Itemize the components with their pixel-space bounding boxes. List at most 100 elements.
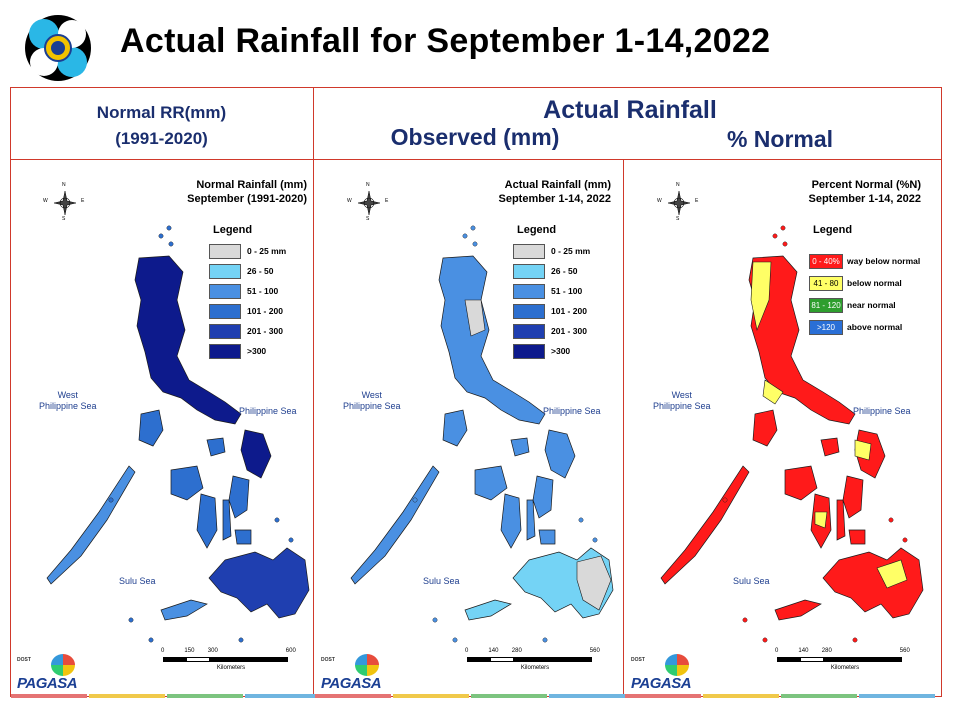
pagasa-label: PAGASA: [631, 675, 692, 692]
scale-tick: 560: [589, 648, 600, 654]
below-normal-region: [854, 439, 872, 461]
normal-header: Normal RR(mm) (1991-2020): [10, 100, 313, 152]
philippines-map: [350, 225, 614, 643]
islet: [108, 497, 114, 503]
scale-bar: 0 150 300 600 Kilometers: [161, 648, 301, 678]
dry-region: [464, 299, 486, 337]
scale-segment: [163, 657, 186, 662]
compass-w: W: [657, 198, 662, 204]
islet: [902, 537, 908, 543]
legend-label: 0 - 25 mm: [551, 246, 591, 256]
legend-swatch: 41 - 80: [809, 276, 843, 291]
legend-title: Legend: [813, 224, 853, 236]
pagasa-logo: [25, 15, 91, 81]
island-palawan: [46, 465, 136, 585]
island-palawan: [350, 465, 440, 585]
map-title-line2: September 1-14, 2022: [808, 193, 921, 205]
island-mindanao: [822, 547, 924, 619]
color-stripe: [245, 694, 321, 698]
normal-header-line1: Normal RR(mm): [96, 103, 227, 122]
islet: [742, 617, 748, 623]
frame-divider: [623, 159, 624, 697]
legend-title: Legend: [213, 224, 253, 236]
islet: [888, 517, 894, 523]
scale-tick: 600: [285, 648, 296, 654]
scale-bar: 0 140 280 560 Kilometers: [775, 648, 915, 678]
legend-label: 101 - 200: [247, 306, 283, 316]
frame-divider: [313, 87, 314, 697]
compass-rose-icon: N S W E: [347, 182, 391, 224]
scale-tick: 0: [465, 648, 469, 654]
scale-segment: [490, 657, 514, 662]
actual-rainfall-panel: N S W E Actual Rainfall (mm) September 1-14, …: [315, 168, 619, 696]
legend-label: below normal: [847, 278, 902, 288]
island-sulu: [774, 599, 822, 621]
legend-swatch: [513, 324, 545, 339]
scale-tick: 280: [511, 648, 522, 654]
compass-s: S: [676, 216, 680, 222]
legend-swatch: [513, 264, 545, 279]
scale-tick: 560: [899, 648, 910, 654]
legend-swatch: [513, 344, 545, 359]
west-philippine-sea-label: West Philippine Sea: [39, 390, 97, 411]
scale-tick: 140: [798, 648, 809, 654]
color-stripe: [167, 694, 243, 698]
islet: [452, 637, 458, 643]
philippine-sea-label: Philippine Sea: [853, 406, 911, 416]
island-masbate: [510, 437, 530, 457]
map-title: Percent Normal (%N) September 1-14, 2022: [808, 178, 921, 206]
islet: [780, 225, 786, 231]
island-sulu: [464, 599, 512, 621]
legend-label: 51 - 100: [247, 286, 279, 296]
west-philippine-sea-label: West Philippine Sea: [343, 390, 401, 411]
island-panay: [784, 465, 818, 501]
islet: [274, 517, 280, 523]
island-bohol: [538, 529, 556, 545]
islet: [462, 233, 468, 239]
map-title-line1: Actual Rainfall (mm): [504, 179, 611, 191]
compass-w: W: [43, 198, 48, 204]
legend-label: way below normal: [847, 256, 921, 266]
compass-n: N: [366, 182, 370, 188]
compass-n: N: [676, 182, 680, 188]
island-cebu: [526, 499, 536, 541]
compass-rose-icon: N S W E: [43, 182, 87, 224]
pagasa-label: PAGASA: [321, 675, 382, 692]
islet: [238, 637, 244, 643]
scale-unit: Kilometers: [520, 665, 550, 671]
islet: [470, 225, 476, 231]
legend-label: 26 - 50: [247, 266, 274, 276]
compass-s: S: [62, 216, 66, 222]
islet: [578, 517, 584, 523]
dost-label: DOST: [631, 657, 645, 663]
umbrella-icon: [355, 654, 379, 676]
islet: [762, 637, 768, 643]
island-bohol: [234, 529, 252, 545]
island-negros: [196, 493, 218, 549]
legend-swatch: 81 - 120: [809, 298, 843, 313]
island-mindanao: [208, 547, 310, 619]
pagasa-brand-logo: DOST PAGASA: [17, 654, 79, 692]
scale-segment: [186, 657, 210, 662]
island-luzon: [748, 255, 856, 425]
below-normal-region: [750, 261, 772, 332]
island-negros: [500, 493, 522, 549]
below-normal-region: [814, 511, 828, 529]
legend-swatch: [209, 324, 241, 339]
compass-e: E: [695, 198, 699, 204]
island-samar: [240, 429, 272, 479]
pagasa-brand-logo: DOST PAGASA: [631, 654, 693, 692]
island-samar: [544, 429, 576, 479]
philippines-map: [660, 225, 924, 643]
compass-s: S: [366, 216, 370, 222]
legend-label: 0 - 25 mm: [247, 246, 287, 256]
philippine-sea-label: Philippine Sea: [239, 406, 297, 416]
compass-n: N: [62, 182, 66, 188]
island-cebu: [222, 499, 232, 541]
legend-swatch: [513, 244, 545, 259]
normal-header-line2: (1991-2020): [115, 129, 208, 148]
islet: [148, 637, 154, 643]
page-title: Actual Rainfall for September 1-14,2022: [120, 22, 771, 60]
islet: [852, 637, 858, 643]
island-bohol: [848, 529, 866, 545]
